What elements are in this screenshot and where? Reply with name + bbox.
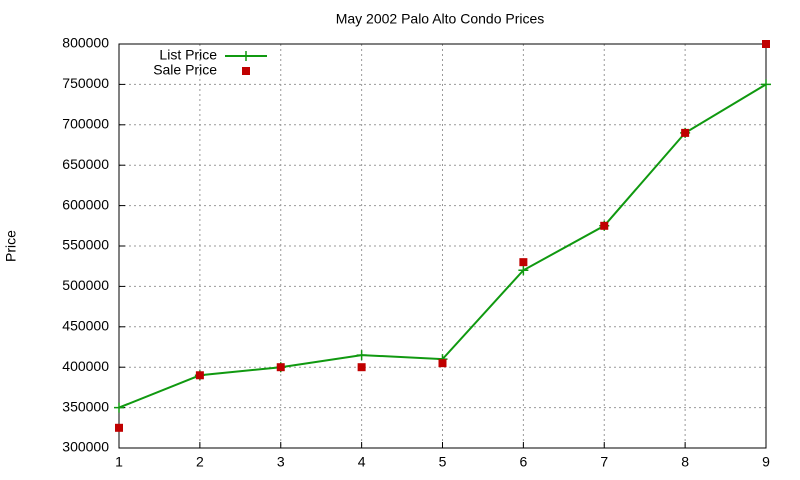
point-marker [761,79,771,90]
point-marker [115,423,123,432]
point-marker [114,402,124,413]
point-marker [276,363,285,372]
x-tick-label: 2 [196,454,204,470]
y-tick-label: 700000 [62,116,109,132]
point-marker [681,128,690,137]
point-marker [438,359,447,368]
y-axis-label: Price [3,230,19,262]
x-tick-label: 9 [762,454,770,470]
y-tick-label: 500000 [62,277,109,293]
y-tick-label: 350000 [62,398,109,414]
y-tick-label: 550000 [62,237,109,253]
x-tick-label: 8 [681,454,689,470]
x-tick-label: 7 [600,454,608,470]
legend-marker [241,51,251,61]
x-tick-label: 5 [439,454,447,470]
y-tick-label: 600000 [62,196,109,212]
y-tick-label: 650000 [62,156,109,172]
point-marker [356,350,367,361]
chart-title: May 2002 Palo Alto Condo Prices [336,11,545,27]
y-tick-label: 400000 [62,358,109,374]
legend-label: List Price [159,47,217,63]
y-tick-label: 750000 [62,75,109,91]
plot-border [118,43,767,449]
point-marker [600,221,609,230]
point-marker [518,265,529,276]
x-tick-label: 6 [519,454,527,470]
x-tick-label: 3 [277,454,285,470]
point-marker [762,40,770,48]
y-tick-label: 300000 [62,439,109,455]
point-marker [357,363,366,372]
legend-label: Sale Price [153,62,217,78]
x-tick-label: 1 [115,454,123,470]
point-marker [519,258,528,267]
legend-marker [242,67,250,75]
y-tick-label: 450000 [62,318,109,334]
x-tick-label: 4 [358,454,366,470]
y-tick-label: 800000 [62,35,109,51]
point-marker [195,371,204,380]
